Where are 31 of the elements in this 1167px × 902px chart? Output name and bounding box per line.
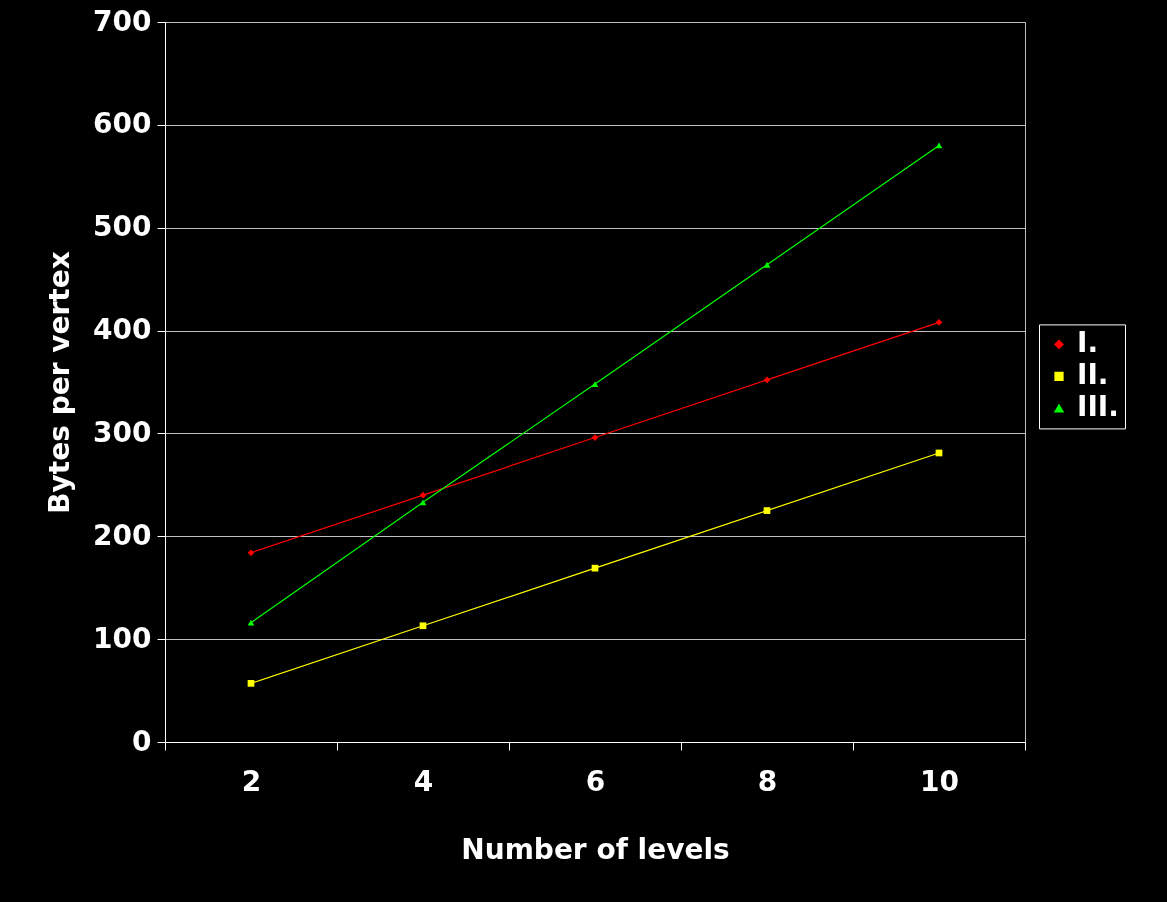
y-tick-label: 500 (93, 210, 152, 244)
point (247, 619, 255, 626)
x-tick-label: 8 (757, 764, 778, 798)
legend-label: III. (1077, 390, 1119, 424)
point (763, 376, 771, 384)
y-tick-label: 300 (93, 415, 152, 449)
point (935, 318, 943, 326)
x-tick-label: 2 (241, 764, 262, 798)
point (419, 499, 427, 506)
y-tick-label: 200 (93, 518, 152, 552)
point (591, 381, 599, 387)
x-tick-label: 10 (920, 764, 959, 798)
point (763, 261, 771, 268)
point (419, 491, 427, 499)
point (247, 549, 255, 557)
x-tick-label: 4 (413, 764, 434, 798)
point (247, 680, 255, 687)
legend-label: II. (1077, 358, 1109, 392)
point (935, 142, 943, 149)
legend-label: I. (1077, 326, 1099, 360)
y-axis-title: Bytes per vertex (43, 251, 77, 514)
x-axis-title: Number of levels (461, 832, 730, 866)
x-tick-label: 6 (585, 764, 606, 798)
point (419, 622, 427, 630)
y-tick-label: 700 (93, 4, 152, 38)
y-tick-label: 400 (93, 313, 152, 347)
point (763, 507, 771, 514)
y-tick-label: 0 (132, 724, 152, 758)
y-tick-label: 100 (93, 621, 152, 655)
y-tick-label: 600 (93, 107, 152, 141)
point (591, 564, 599, 572)
